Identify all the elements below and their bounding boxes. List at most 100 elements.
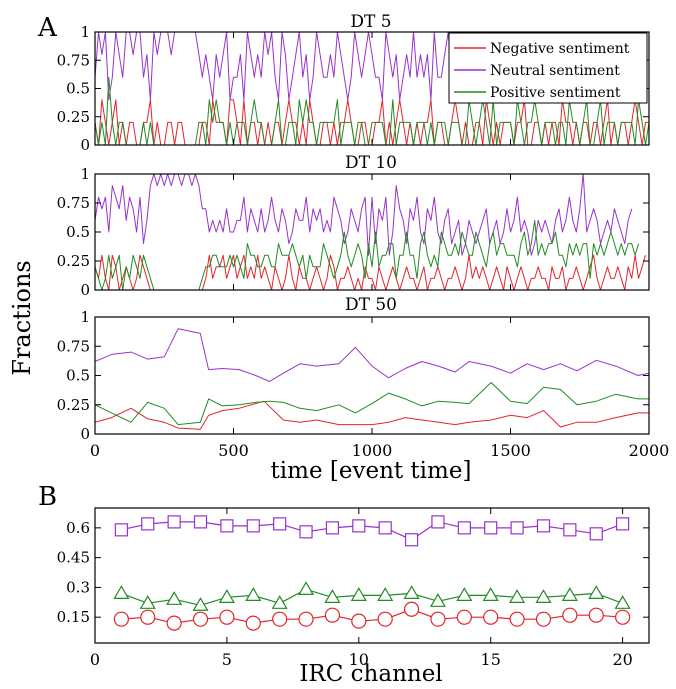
data-point-triangle: [166, 591, 183, 605]
y-tick-label: 0.75: [57, 194, 90, 212]
series-line-neutral: [95, 328, 649, 382]
data-point-triangle: [377, 587, 394, 601]
series-line-negative: [95, 99, 649, 145]
y-tick-label: 0: [80, 281, 90, 299]
data-point-square: [141, 517, 155, 531]
data-point-square: [352, 519, 366, 533]
data-point-circle: [509, 611, 525, 627]
x-tick-label: 0: [90, 441, 100, 460]
y-tick-label: 0.5: [66, 80, 90, 98]
series-line-neutral: [95, 174, 633, 256]
data-point-square: [325, 521, 340, 535]
data-point-circle: [615, 609, 631, 625]
panel-3: 0 0.25 0.5 0.75 1 0 500 1000 1500 2000: [57, 308, 670, 460]
data-point-circle: [351, 613, 367, 629]
data-point-triangle: [298, 581, 315, 595]
data-point-circle: [219, 609, 235, 625]
y-tick-label: 0.6: [66, 519, 90, 537]
panel-4: 0.15 0.3 0.45 0.6 0 5 10 15 20: [57, 507, 650, 669]
y-tick-label: 0.75: [57, 337, 90, 355]
y-tick-label: 0.5: [66, 223, 90, 241]
data-point-circle: [192, 611, 209, 627]
panel-letter-a: A: [37, 13, 58, 43]
data-point-triangle: [245, 587, 262, 601]
x-axis-label-time: time [event time]: [271, 458, 472, 484]
data-point-circle: [245, 615, 261, 631]
data-point-triangle: [614, 595, 631, 609]
legend: Negative sentiment Neutral sentiment Pos…: [448, 32, 648, 104]
data-point-square: [431, 515, 445, 529]
y-tick-label: 1: [80, 165, 90, 183]
data-point-triangle: [218, 589, 235, 603]
data-point-square: [484, 521, 498, 535]
panel-2: 0 0.25 0.5 0.75 1: [57, 165, 650, 299]
y-tick-label: 0.15: [57, 608, 90, 626]
data-point-triangle: [456, 587, 473, 601]
data-point-square: [510, 521, 524, 535]
title-dt50: DT 50: [345, 295, 397, 315]
data-point-square: [167, 515, 181, 529]
data-point-circle: [377, 611, 393, 627]
data-point-triangle: [429, 593, 446, 607]
y-tick-label: 0: [80, 136, 90, 154]
data-point-triangle: [324, 589, 341, 603]
title-dt10: DT 10: [345, 153, 397, 173]
x-tick-label: 1500: [490, 441, 531, 460]
data-point-circle: [588, 607, 604, 623]
data-point-square: [246, 519, 260, 533]
data-point-circle: [430, 611, 446, 627]
x-tick-label: 500: [218, 441, 249, 460]
data-point-triangle: [113, 585, 130, 599]
series-group: [95, 328, 649, 430]
data-point-square: [457, 521, 471, 535]
y-tick-label: 0.3: [66, 578, 90, 596]
data-point-triangle: [509, 589, 526, 603]
data-point-circle: [483, 609, 499, 625]
y-tick-label: 0.45: [57, 549, 90, 567]
data-point-triangle: [561, 587, 578, 601]
x-tick-label: 15: [481, 650, 501, 669]
x-tick-label: 2000: [629, 441, 670, 460]
title-dt5: DT 5: [350, 12, 391, 32]
data-point-square: [563, 523, 577, 537]
data-point-circle: [140, 609, 156, 625]
y-tick-label: 0.25: [57, 108, 90, 126]
data-point-triangle: [482, 587, 499, 601]
x-axis-label-irc: IRC channel: [299, 661, 442, 687]
data-point-triangle: [139, 595, 156, 609]
series-line-positive: [95, 219, 640, 290]
data-point-circle: [456, 609, 472, 625]
shared-y-label: Fractions: [8, 260, 36, 375]
data-point-triangle: [535, 589, 552, 603]
series-line-negative: [95, 400, 649, 430]
data-point-square: [220, 519, 234, 533]
data-point-circle: [298, 611, 314, 627]
series-line-positive: [95, 382, 649, 426]
data-point-square: [378, 521, 392, 535]
y-tick-label: 0.25: [57, 252, 90, 270]
data-point-triangle: [588, 585, 605, 599]
data-point-circle: [403, 601, 420, 617]
x-tick-label: 10: [349, 650, 369, 669]
series-line-negative: [95, 254, 646, 290]
legend-label-negative: Negative sentiment: [490, 41, 630, 57]
data-point-circle: [272, 611, 288, 627]
data-point-square: [299, 525, 313, 539]
data-point-square: [536, 519, 551, 533]
plot-layer: 00.250.50.75100.250.50.75100.250.50.7510…: [57, 23, 670, 669]
data-point-square: [616, 517, 630, 531]
x-tick-label: 0: [90, 650, 100, 669]
data-point-triangle: [350, 587, 367, 601]
data-point-triangle: [403, 585, 420, 599]
y-tick-label: 1: [80, 23, 90, 41]
legend-label-positive: Positive sentiment: [490, 85, 621, 101]
series-line-positive: [95, 76, 649, 145]
plot-frame: [94, 316, 650, 435]
data-point-circle: [166, 615, 182, 631]
y-tick-label: 0.75: [57, 51, 90, 69]
data-point-circle: [113, 611, 129, 627]
data-point-triangle: [192, 597, 209, 611]
plot-frame: [94, 173, 650, 291]
data-point-circle: [562, 607, 578, 623]
